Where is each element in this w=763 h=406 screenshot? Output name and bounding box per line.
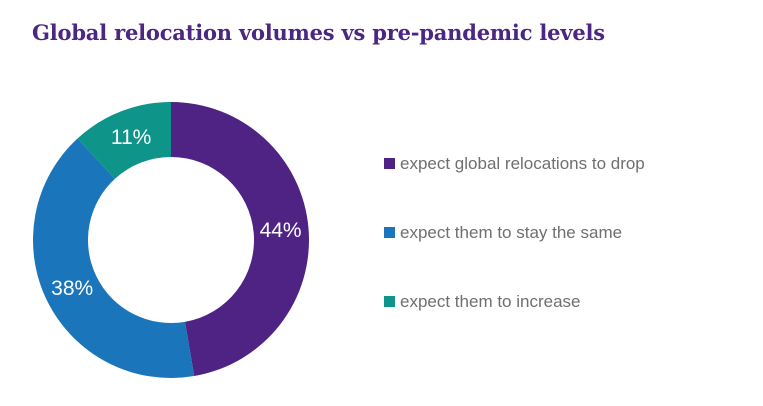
- legend: expect global relocations to drop expect …: [384, 150, 645, 357]
- legend-swatch-same: [384, 227, 395, 238]
- chart-title: Global relocation volumes vs pre-pandemi…: [32, 20, 605, 45]
- data-label-same: 38%: [51, 277, 93, 300]
- legend-swatch-drop: [384, 158, 395, 169]
- donut-slice-drop: [171, 102, 309, 377]
- data-label-increase: 11%: [111, 126, 151, 149]
- legend-label-same: expect them to stay the same: [400, 222, 623, 242]
- donut-slice-increase: [77, 102, 171, 179]
- donut-slice-same: [32, 138, 195, 378]
- legend-swatch-increase: [384, 296, 395, 307]
- legend-label-increase: expect them to increase: [400, 291, 581, 311]
- legend-item-drop: expect global relocations to drop: [384, 150, 645, 177]
- legend-item-increase: expect them to increase: [384, 288, 645, 315]
- data-label-drop: 44%: [260, 219, 302, 242]
- legend-item-same: expect them to stay the same: [384, 219, 645, 246]
- legend-label-drop: expect global relocations to drop: [400, 153, 645, 173]
